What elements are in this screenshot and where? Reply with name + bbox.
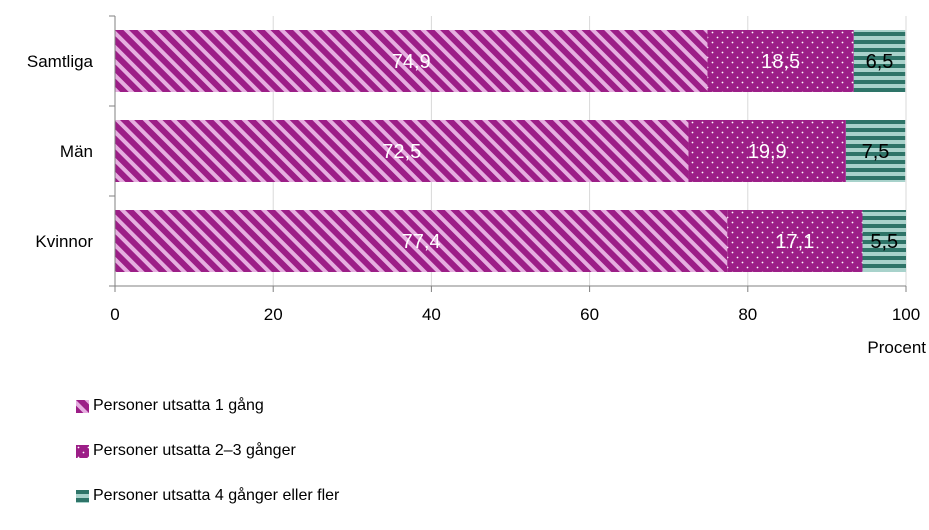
bar-segment [862,210,906,272]
legend-item-2-3-ganger: Personer utsatta 2–3 gånger [76,440,339,462]
bar-segment [115,30,708,92]
legend-item-4-ganger-eller-fler: Personer utsatta 4 gånger eller fler [76,485,339,507]
category-label: Kvinnor [35,232,93,251]
legend-swatch-hstripe [76,489,89,503]
x-tick-label: 60 [580,305,599,324]
data-label: 18,5 [761,51,800,73]
bar-segment [845,120,906,182]
stacked-bar-chart: 74,9 18,5 6,5 72,5 19,9 7,5 77,4 17,1 5,5 Samtli… [27,15,926,357]
x-axis-title: Procent [867,338,926,357]
bar-segment [853,30,906,92]
legend-label: Personer utsatta 1 gång [93,397,264,414]
x-tick-label: 0 [110,305,119,324]
data-label: 74,9 [392,51,431,73]
x-tick-label: 80 [738,305,757,324]
legend-label: Personer utsatta 2–3 gånger [93,442,296,459]
data-label: 77,4 [402,231,441,253]
data-label: 5,5 [870,231,898,253]
category-label: Samtliga [27,52,94,71]
legend-item-1-gang: Personer utsatta 1 gång [76,395,339,417]
x-tick-label: 100 [892,305,920,324]
x-tick-label: 40 [422,305,441,324]
legend: Personer utsatta 1 gång Personer utsatta… [76,395,339,530]
bar-segment [688,120,846,182]
category-label: Män [60,142,93,161]
bar-segment [707,30,854,92]
bar-segment [115,120,689,182]
legend-swatch-diagonal [76,399,89,413]
bar-segment [727,210,863,272]
x-tick-label: 20 [264,305,283,324]
data-label: 19,9 [748,141,787,163]
data-label: 6,5 [866,51,894,73]
data-label: 72,5 [382,141,421,163]
data-label: 7,5 [862,141,890,163]
legend-swatch-dots [76,444,89,458]
data-label: 17,1 [775,231,814,253]
legend-label: Personer utsatta 4 gånger eller fler [93,487,340,504]
bar-segment [115,210,728,272]
